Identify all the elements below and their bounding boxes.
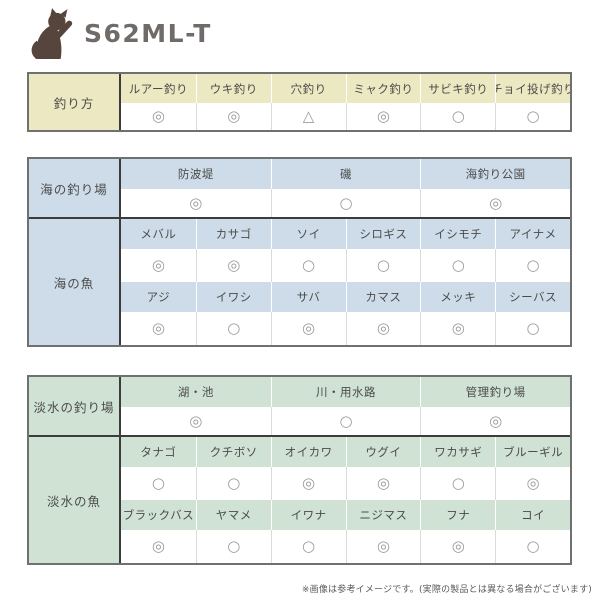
rating-mark: ◎ (420, 407, 570, 435)
sea-fish-section: 海の魚 メバル カサゴ ソイ シロギス イシモチ アイナメ ◎ ◎ ○ ○ ○ … (29, 217, 570, 345)
column-header: カサゴ (195, 219, 271, 249)
rating-mark: ◎ (121, 530, 196, 563)
rating-mark: ◎ (345, 530, 421, 563)
sea-table: 海の釣り場 防波堤 磯 海釣り公園 ◎ ○ ◎ 海の魚 メバル カサゴ ソイ シ… (27, 157, 572, 347)
column-header: 川・用水路 (270, 377, 421, 407)
column-header: アイナメ (495, 219, 570, 249)
column-header: ヤマメ (195, 500, 271, 530)
rating-mark: ○ (495, 249, 570, 282)
rating-mark: ◎ (420, 189, 570, 217)
column-header: アジ (121, 282, 196, 312)
column-header: イワナ (270, 500, 346, 530)
column-header: サバ (270, 282, 346, 312)
rating-mark: ○ (270, 407, 421, 435)
row-label-freshwater-fish: 淡水の魚 (29, 437, 121, 563)
column-header: メッキ (420, 282, 496, 312)
column-header: サビキ釣り (420, 74, 496, 103)
rating-mark: ○ (195, 530, 271, 563)
rating-mark: ○ (420, 249, 496, 282)
column-header: ワカサギ (420, 437, 496, 467)
rating-mark: ○ (270, 249, 346, 282)
column-header: 海釣り公園 (420, 159, 570, 189)
rating-mark: ○ (420, 467, 496, 500)
fishing-method-table: 釣り方 ルアー釣り ウキ釣り 穴釣り ミャク釣り サビキ釣り チョイ投げ釣り ◎… (27, 72, 572, 132)
rating-mark: ○ (495, 312, 570, 345)
column-header: シロギス (345, 219, 421, 249)
rating-mark: ◎ (420, 530, 496, 563)
rating-mark: ◎ (121, 407, 271, 435)
rating-mark: ◎ (345, 103, 421, 130)
rating-mark: ○ (195, 312, 271, 345)
rating-mark: ◎ (121, 312, 196, 345)
column-header: メバル (121, 219, 196, 249)
rating-mark: ○ (420, 103, 496, 130)
rating-mark: ◎ (345, 312, 421, 345)
rating-mark: ◎ (121, 249, 196, 282)
rating-mark: ○ (121, 467, 196, 500)
row-label-sea-spots: 海の釣り場 (29, 159, 121, 217)
column-header: 管理釣り場 (420, 377, 570, 407)
rating-mark: ○ (195, 467, 271, 500)
column-header: ブルーギル (495, 437, 570, 467)
fishing-method-section: 釣り方 ルアー釣り ウキ釣り 穴釣り ミャク釣り サビキ釣り チョイ投げ釣り ◎… (29, 74, 570, 130)
column-header: コイ (495, 500, 570, 530)
column-header: クチボソ (195, 437, 271, 467)
column-header: イワシ (195, 282, 271, 312)
column-header: 防波堤 (121, 159, 271, 189)
rating-mark: ○ (270, 530, 346, 563)
rating-mark: ◎ (345, 467, 421, 500)
rating-mark: ◎ (195, 103, 271, 130)
rating-mark: ◎ (495, 467, 570, 500)
column-header: フナ (420, 500, 496, 530)
column-header: 穴釣り (270, 74, 346, 103)
freshwater-spots-section: 淡水の釣り場 湖・池 川・用水路 管理釣り場 ◎ ○ ◎ (29, 377, 570, 435)
column-header: ルアー釣り (121, 74, 196, 103)
column-header: チョイ投げ釣り (495, 74, 570, 103)
rating-mark: ○ (345, 249, 421, 282)
column-header: 湖・池 (121, 377, 271, 407)
rating-mark: ◎ (121, 189, 271, 217)
column-header: ウキ釣り (195, 74, 271, 103)
row-label-sea-fish: 海の魚 (29, 219, 121, 345)
disclaimer-note: ※画像は参考イメージです。(実際の製品とは異なる場合がございます) (301, 585, 592, 595)
rating-mark: ◎ (270, 312, 346, 345)
rating-mark: ○ (495, 530, 570, 563)
model-title: S62ML-T (84, 19, 212, 48)
cat-icon (29, 8, 77, 66)
row-label-fishing-method: 釣り方 (29, 74, 121, 130)
column-header: シーバス (495, 282, 570, 312)
rating-mark: ○ (270, 189, 421, 217)
rating-mark: ◎ (195, 249, 271, 282)
column-header: ブラックバス (121, 500, 196, 530)
column-header: 磯 (270, 159, 421, 189)
rating-mark: △ (270, 103, 346, 130)
column-header: オイカワ (270, 437, 346, 467)
row-label-freshwater-spots: 淡水の釣り場 (29, 377, 121, 435)
column-header: ニジマス (345, 500, 421, 530)
rating-mark: ◎ (420, 312, 496, 345)
column-header: ソイ (270, 219, 346, 249)
column-header: ミャク釣り (345, 74, 421, 103)
rating-mark: ◎ (270, 467, 346, 500)
rating-mark: ◎ (121, 103, 196, 130)
column-header: タナゴ (121, 437, 196, 467)
freshwater-fish-section: 淡水の魚 タナゴ クチボソ オイカワ ウグイ ワカサギ ブルーギル ○ ○ ◎ … (29, 435, 570, 563)
column-header: ウグイ (345, 437, 421, 467)
column-header: イシモチ (420, 219, 496, 249)
freshwater-table: 淡水の釣り場 湖・池 川・用水路 管理釣り場 ◎ ○ ◎ 淡水の魚 タナゴ クチ… (27, 375, 572, 565)
rating-mark: ○ (495, 103, 570, 130)
column-header: カマス (345, 282, 421, 312)
sea-spots-section: 海の釣り場 防波堤 磯 海釣り公園 ◎ ○ ◎ (29, 159, 570, 217)
